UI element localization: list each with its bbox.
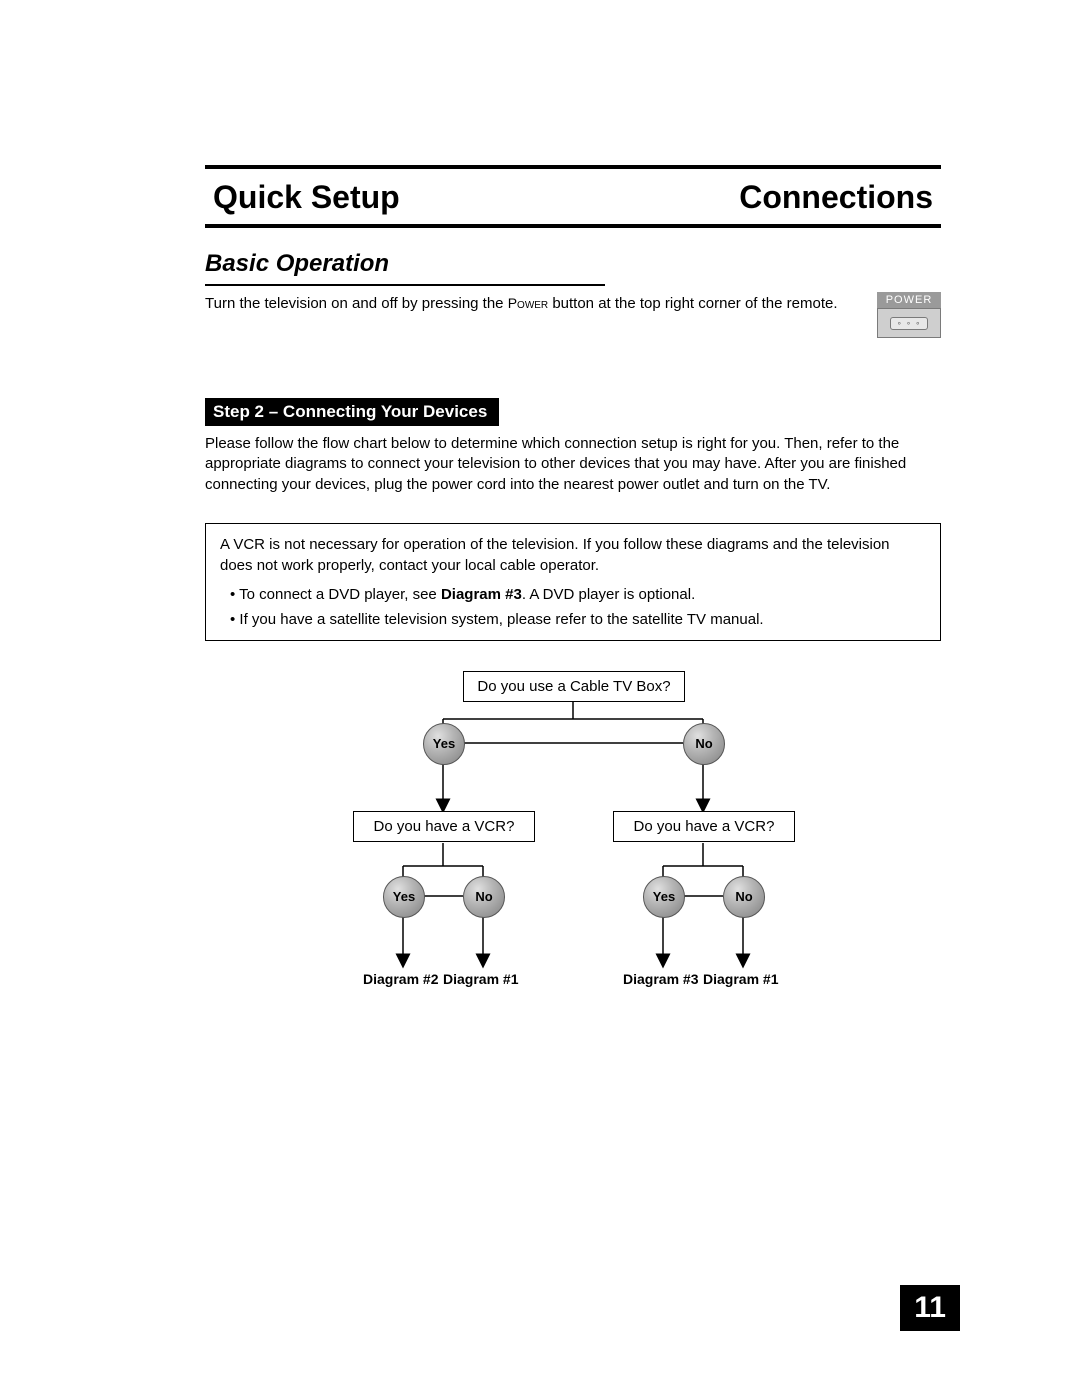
power-button-dots-icon: ∘ ∘ ∘	[890, 317, 928, 330]
power-button-label: POWER	[877, 292, 941, 308]
step2-heading: Step 2 – Connecting Your Devices	[205, 398, 499, 426]
header-left: Quick Setup	[205, 179, 400, 216]
flow-yes-2r: Yes	[643, 876, 685, 918]
flow-q2-left: Do you have a VCR?	[353, 811, 535, 842]
subtitle-rule	[205, 284, 605, 286]
flow-result-rl: Diagram #3	[623, 971, 698, 987]
flowchart: Do you use a Cable TV Box? Yes No Do you…	[313, 671, 833, 1021]
flow-no-2l: No	[463, 876, 505, 918]
page-number: 11	[900, 1285, 960, 1331]
note-bullet-1-bold: Diagram #3	[441, 586, 522, 603]
section-subtitle: Basic Operation	[205, 250, 941, 278]
flow-no-1: No	[683, 723, 725, 765]
page-header: Quick Setup Connections	[205, 169, 941, 228]
flow-q1: Do you use a Cable TV Box?	[463, 671, 685, 702]
note-lead: A VCR is not necessary for operation of …	[220, 534, 926, 576]
flow-no-2r: No	[723, 876, 765, 918]
header-right: Connections	[739, 179, 941, 216]
note-bullet-1: To connect a DVD player, see Diagram #3.…	[230, 584, 926, 605]
power-word: Power	[508, 295, 548, 311]
step2-body: Please follow the flow chart below to de…	[205, 434, 941, 495]
note-bullet-2: If you have a satellite television syste…	[230, 609, 926, 630]
flow-yes-1: Yes	[423, 723, 465, 765]
note-bullet-1-after: . A DVD player is optional.	[522, 586, 695, 603]
power-button-graphic: POWER ∘ ∘ ∘	[877, 292, 941, 338]
basic-operation-text: Turn the television on and off by pressi…	[205, 294, 857, 314]
flow-result-lr: Diagram #1	[443, 971, 518, 987]
basic-op-text-before: Turn the television on and off by pressi…	[205, 295, 508, 312]
flow-yes-2l: Yes	[383, 876, 425, 918]
flow-result-rr: Diagram #1	[703, 971, 778, 987]
basic-op-text-after: button at the top right corner of the re…	[548, 295, 837, 312]
content-frame: Quick Setup Connections Basic Operation …	[205, 165, 941, 1021]
flowchart-lines	[313, 671, 833, 1021]
flow-q2-right: Do you have a VCR?	[613, 811, 795, 842]
note-bullet-1-before: To connect a DVD player, see	[239, 586, 441, 603]
flow-result-ll: Diagram #2	[363, 971, 438, 987]
note-box: A VCR is not necessary for operation of …	[205, 523, 941, 641]
power-button-body: ∘ ∘ ∘	[877, 308, 941, 338]
